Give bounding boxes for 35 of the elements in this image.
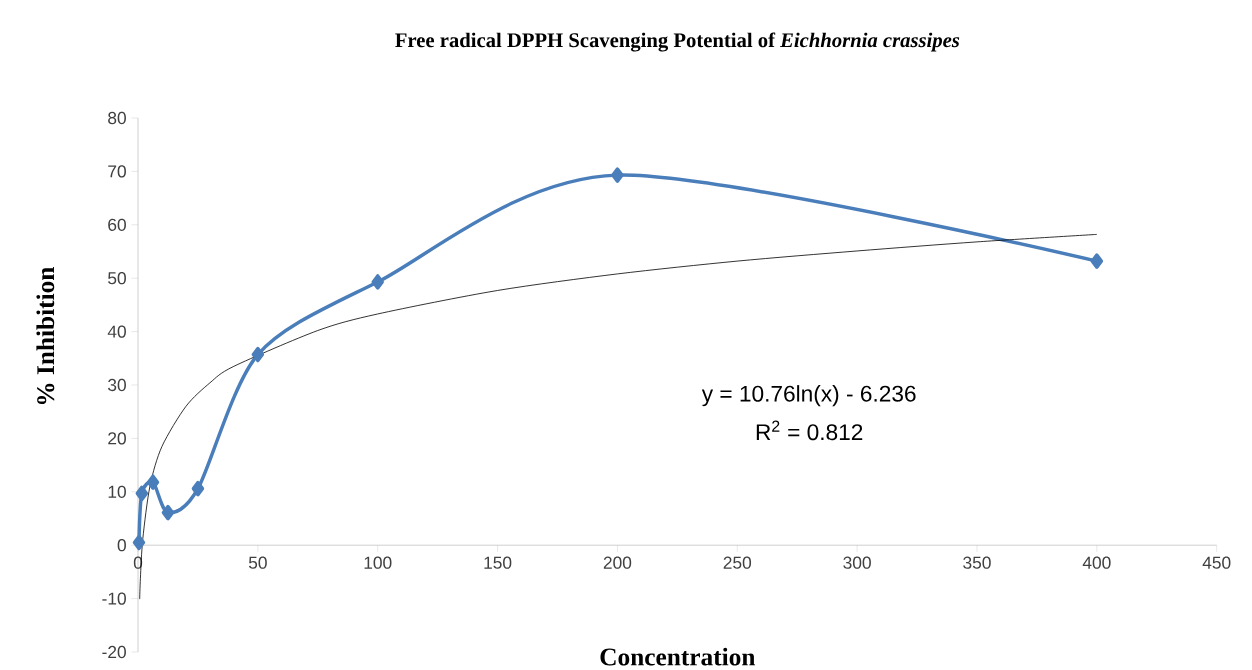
y-tick-label: 50 bbox=[108, 272, 126, 285]
x-tick-label: 450 bbox=[1202, 556, 1231, 569]
x-tick-label: 250 bbox=[723, 556, 752, 569]
point bbox=[1090, 253, 1104, 269]
y-axis-title: % Inhibition bbox=[36, 267, 55, 405]
point bbox=[146, 474, 160, 490]
point bbox=[611, 167, 624, 183]
y-tick-label: 30 bbox=[108, 378, 126, 392]
point bbox=[251, 346, 265, 363]
point bbox=[371, 274, 384, 290]
x-tick-label: 400 bbox=[1082, 556, 1111, 569]
x-tick-label: 200 bbox=[603, 556, 632, 569]
y-tick-label: 60 bbox=[108, 218, 126, 231]
y-tick-label: 70 bbox=[108, 165, 126, 178]
x-axis-title: Concentration bbox=[600, 647, 756, 666]
annotation: R$^{2}$ = 0.812 bbox=[756, 420, 863, 441]
x-tick-label: 0 bbox=[133, 556, 143, 569]
y-tick-label: 40 bbox=[107, 325, 126, 338]
x-tick-label: 100 bbox=[364, 556, 392, 569]
y-tick-label: -20 bbox=[102, 645, 126, 659]
x-tick-label: 300 bbox=[843, 556, 871, 569]
point bbox=[132, 534, 146, 551]
y-tick-label: 0 bbox=[117, 539, 126, 552]
point bbox=[191, 480, 205, 497]
y-tick-label: 10 bbox=[108, 485, 126, 498]
point bbox=[135, 485, 149, 502]
y-tick-label: 80 bbox=[108, 111, 126, 125]
chart-title: Free radical DPPH Scavenging Potential of Eichhornia crassipes bbox=[395, 32, 960, 52]
x-tick-label: 350 bbox=[963, 556, 991, 569]
point bbox=[161, 504, 175, 521]
x-tick-label: 150 bbox=[484, 556, 512, 569]
annotation: y = 10.76ln(x) - 6.236 bbox=[701, 385, 916, 407]
y-tick-label: 20 bbox=[108, 432, 126, 445]
x-tick-label: 50 bbox=[248, 556, 267, 569]
y-tick-label: -10 bbox=[102, 592, 126, 605]
